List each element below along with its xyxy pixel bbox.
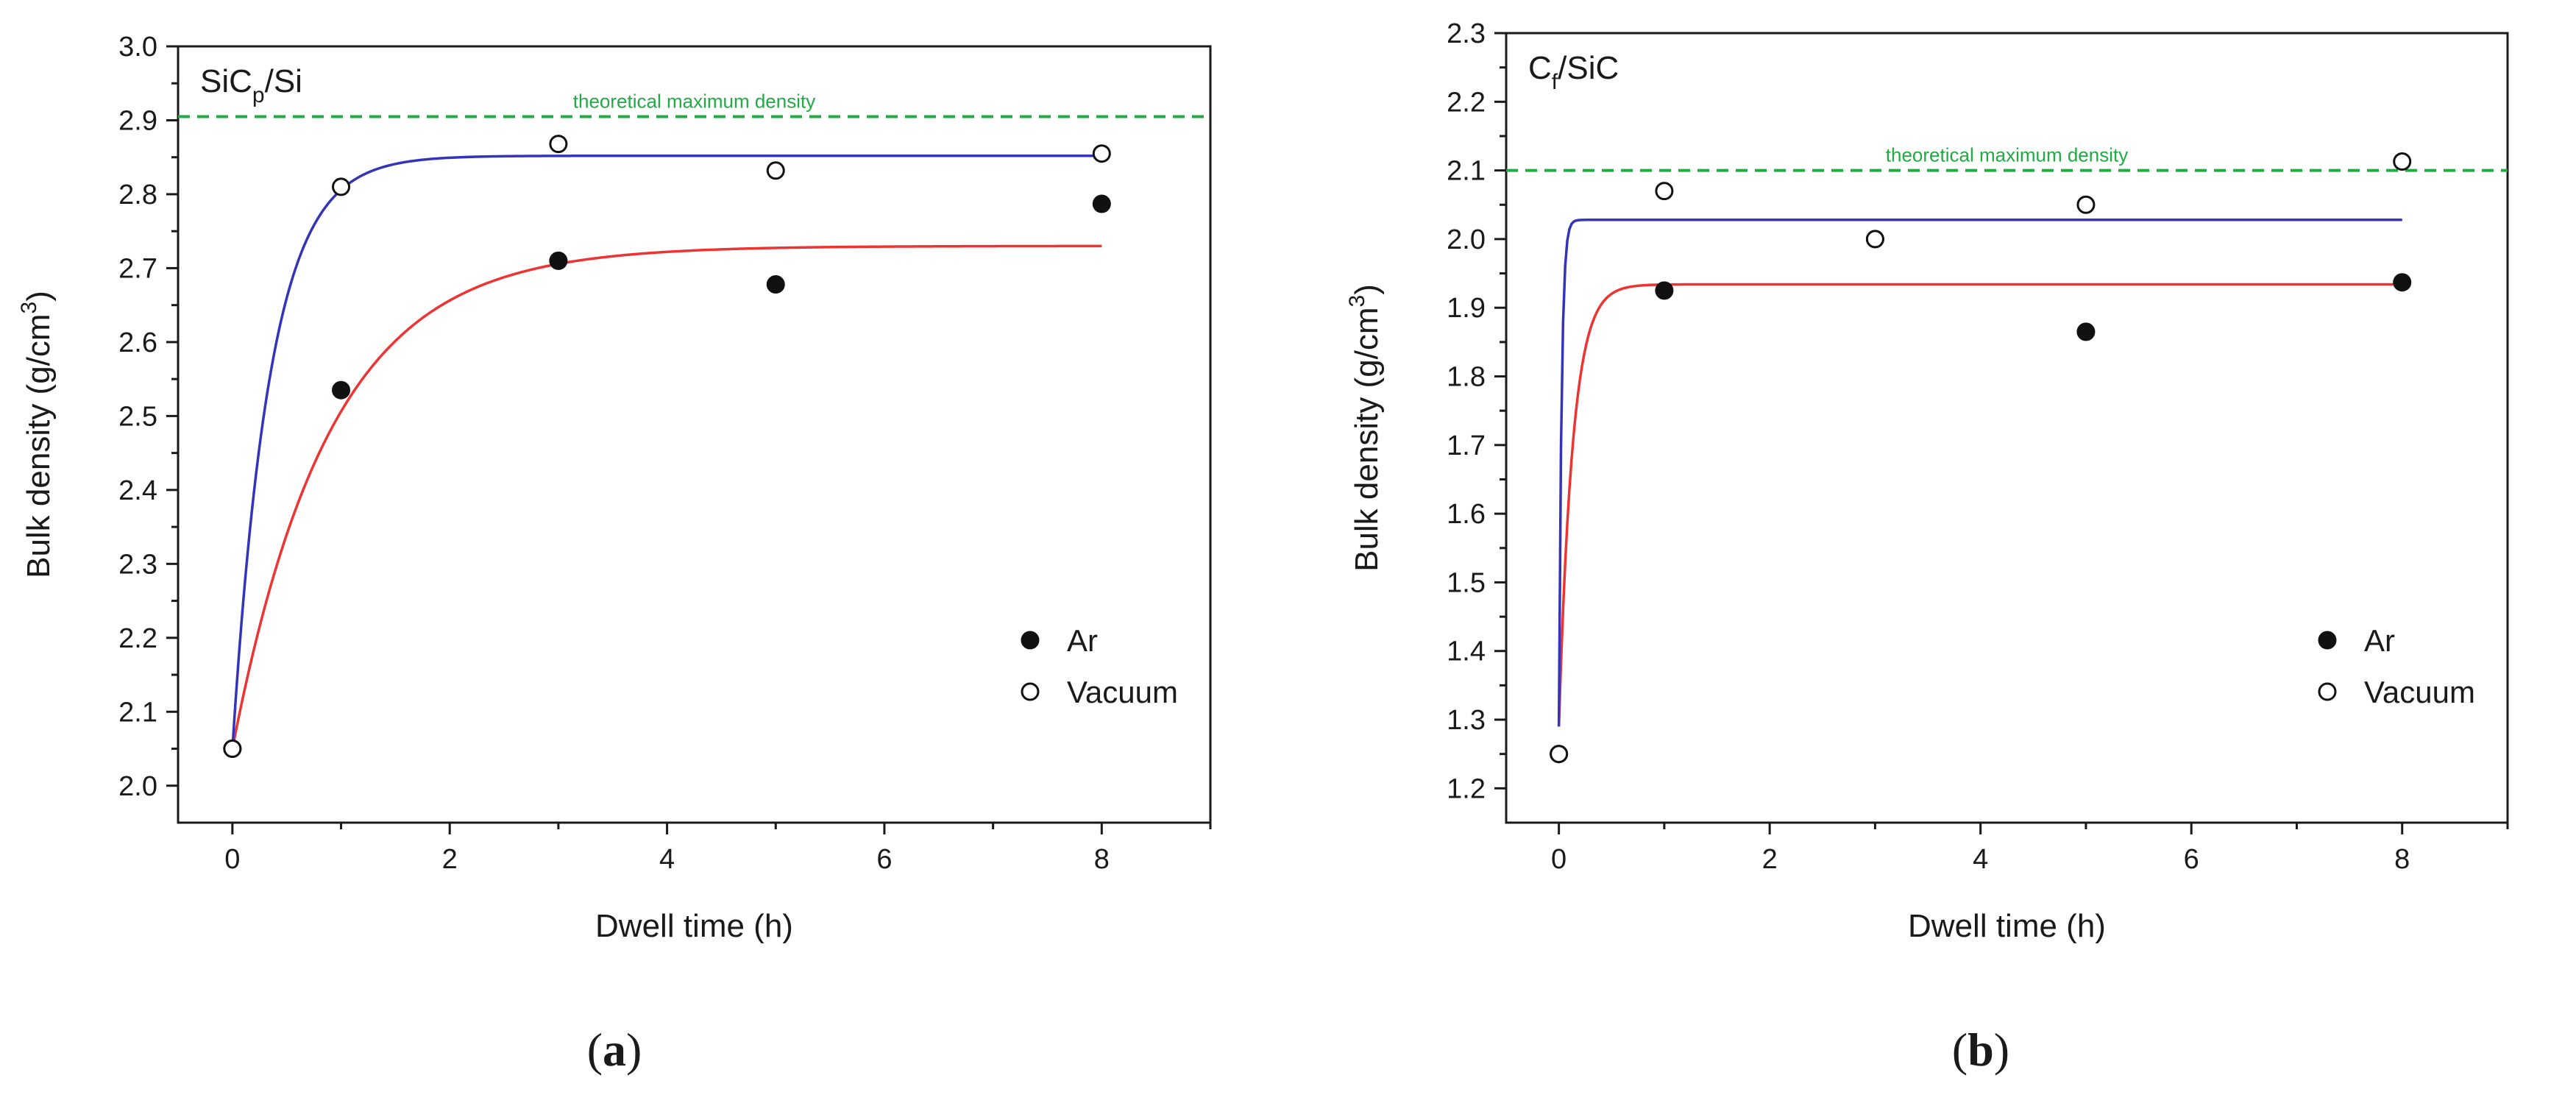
y-tick-label: 2.1 xyxy=(1447,156,1486,187)
y-tick-label: 1.2 xyxy=(1447,773,1486,804)
data-point-vacuum xyxy=(1865,230,1884,249)
chart-panel-b: 0 2 4 6 8 1.2 1.3 1.4 1.5 1.6 1.7 1.8 1.9 2.0 2.1 2.2 2.… xyxy=(1345,18,2509,1076)
y-axis-label: Bulk density (g/cm3) xyxy=(1345,284,1385,572)
y-tick-label: 2.4 xyxy=(118,475,157,506)
y-tick-label: 2.5 xyxy=(118,401,157,432)
panel-label-open: ( xyxy=(587,1024,603,1076)
x-tick-label: 6 xyxy=(876,844,892,875)
x-tick-label: 2 xyxy=(442,844,458,875)
fit-curve-vacuum xyxy=(231,154,1102,749)
data-point-vacuum xyxy=(2393,152,2412,171)
x-tick-label: 8 xyxy=(2394,844,2410,875)
plot-frame xyxy=(177,45,1212,824)
panel-label-letter: a xyxy=(603,1024,626,1076)
y-tick-label: 2.0 xyxy=(118,771,157,802)
y-axis-label-superscript: 3 xyxy=(17,302,41,314)
panel-label-close: ) xyxy=(1994,1024,2009,1076)
panel-label: (a) xyxy=(587,1024,642,1076)
y-tick-label: 2.3 xyxy=(1447,18,1486,49)
y-axis-label-main: Bulk density (g/cm xyxy=(1349,307,1385,571)
legend-label-ar: Ar xyxy=(1067,623,1098,658)
panel-label-close: ) xyxy=(626,1024,642,1076)
y-tick-label: 2.2 xyxy=(118,623,157,654)
y-axis-label-tail: ) xyxy=(21,291,57,302)
fit-curve-ar xyxy=(1557,283,2402,727)
y-tick-label: 1.4 xyxy=(1447,636,1486,667)
y-axis-label-superscript: 3 xyxy=(1345,295,1369,308)
x-axis-label: Dwell time (h) xyxy=(1908,908,2106,944)
chart-title-subscript: p xyxy=(252,83,265,107)
reference-line-label: theoretical maximum density xyxy=(1886,144,2128,166)
data-point-vacuum xyxy=(1655,182,1674,201)
y-tick-label: 2.9 xyxy=(118,105,157,136)
data-point-ar xyxy=(1655,281,1674,300)
data-point-ar xyxy=(549,251,568,270)
y-tick-label: 1.7 xyxy=(1447,430,1486,461)
data-point-vacuum xyxy=(766,161,785,180)
data-point-vacuum xyxy=(223,740,242,759)
chart-title: Cf/SiC xyxy=(1528,50,1619,94)
fit-curve-ar xyxy=(231,244,1102,749)
panel-label-open: ( xyxy=(1952,1024,1968,1076)
y-axis-label-tail: ) xyxy=(1349,284,1385,295)
y-tick-label: 1.5 xyxy=(1447,567,1486,598)
plot-frame xyxy=(1505,32,2509,824)
x-tick-label: 0 xyxy=(1551,844,1566,875)
x-tick-label: 8 xyxy=(1094,844,1110,875)
x-tick-label: 4 xyxy=(1973,844,1988,875)
data-point-ar xyxy=(2393,273,2412,292)
legend-marker-ar xyxy=(2318,631,2337,650)
x-axis-label: Dwell time (h) xyxy=(595,908,793,944)
chart-panel-a: 0 2 4 6 8 2.0 2.1 2.2 2.3 2.4 2.5 2.6 2.7 2.8 2.9 3.0 Dw… xyxy=(17,32,1212,1076)
y-tick-label: 2.2 xyxy=(1447,87,1486,118)
fit-curve-vacuum xyxy=(1557,219,2402,727)
data-point-ar xyxy=(332,380,351,400)
y-axis-label-main: Bulk density (g/cm xyxy=(21,313,57,578)
chart-title: SiCp/Si xyxy=(200,63,302,107)
x-tick-label: 6 xyxy=(2184,844,2199,875)
y-tick-label: 2.0 xyxy=(1447,224,1486,255)
chart-title-main: C xyxy=(1528,50,1552,86)
y-tick-label: 3.0 xyxy=(118,32,157,63)
chart-title-main: SiC xyxy=(200,63,252,99)
chart-title-tail: /SiC xyxy=(1558,50,1619,86)
legend-marker-vacuum xyxy=(1021,682,1040,701)
data-point-vacuum xyxy=(2076,195,2096,214)
y-tick-label: 2.7 xyxy=(118,253,157,284)
panel-label: (b) xyxy=(1952,1024,2009,1076)
y-tick-label: 2.6 xyxy=(118,327,157,358)
legend-marker-vacuum xyxy=(2318,682,2337,701)
data-point-ar xyxy=(1092,194,1111,213)
chart-title-subscript: f xyxy=(1552,70,1558,94)
legend-marker-ar xyxy=(1021,631,1040,650)
legend-label-vacuum: Vacuum xyxy=(1067,675,1178,709)
y-tick-label: 1.3 xyxy=(1447,705,1486,736)
data-point-vacuum xyxy=(332,177,351,196)
panel-label-letter: b xyxy=(1968,1024,1994,1076)
data-point-vacuum xyxy=(1550,745,1569,764)
y-axis-label: Bulk density (g/cm3) xyxy=(17,291,57,578)
x-tick-label: 0 xyxy=(224,844,240,875)
y-tick-label: 1.9 xyxy=(1447,293,1486,324)
y-tick-label: 1.8 xyxy=(1447,362,1486,393)
legend-label-vacuum: Vacuum xyxy=(2364,675,2475,709)
legend-label-ar: Ar xyxy=(2364,623,2395,658)
x-tick-label: 2 xyxy=(1762,844,1778,875)
data-point-ar xyxy=(766,275,785,294)
x-tick-label: 4 xyxy=(659,844,675,875)
chart-title-tail: /Si xyxy=(265,63,302,99)
y-tick-label: 2.8 xyxy=(118,180,157,210)
data-point-vacuum xyxy=(1092,144,1111,163)
y-tick-label: 1.6 xyxy=(1447,499,1486,530)
reference-line-label: theoretical maximum density xyxy=(573,90,815,112)
data-point-vacuum xyxy=(549,135,568,154)
y-tick-label: 2.1 xyxy=(118,697,157,728)
y-tick-label: 2.3 xyxy=(118,549,157,580)
data-point-ar xyxy=(2076,322,2096,341)
